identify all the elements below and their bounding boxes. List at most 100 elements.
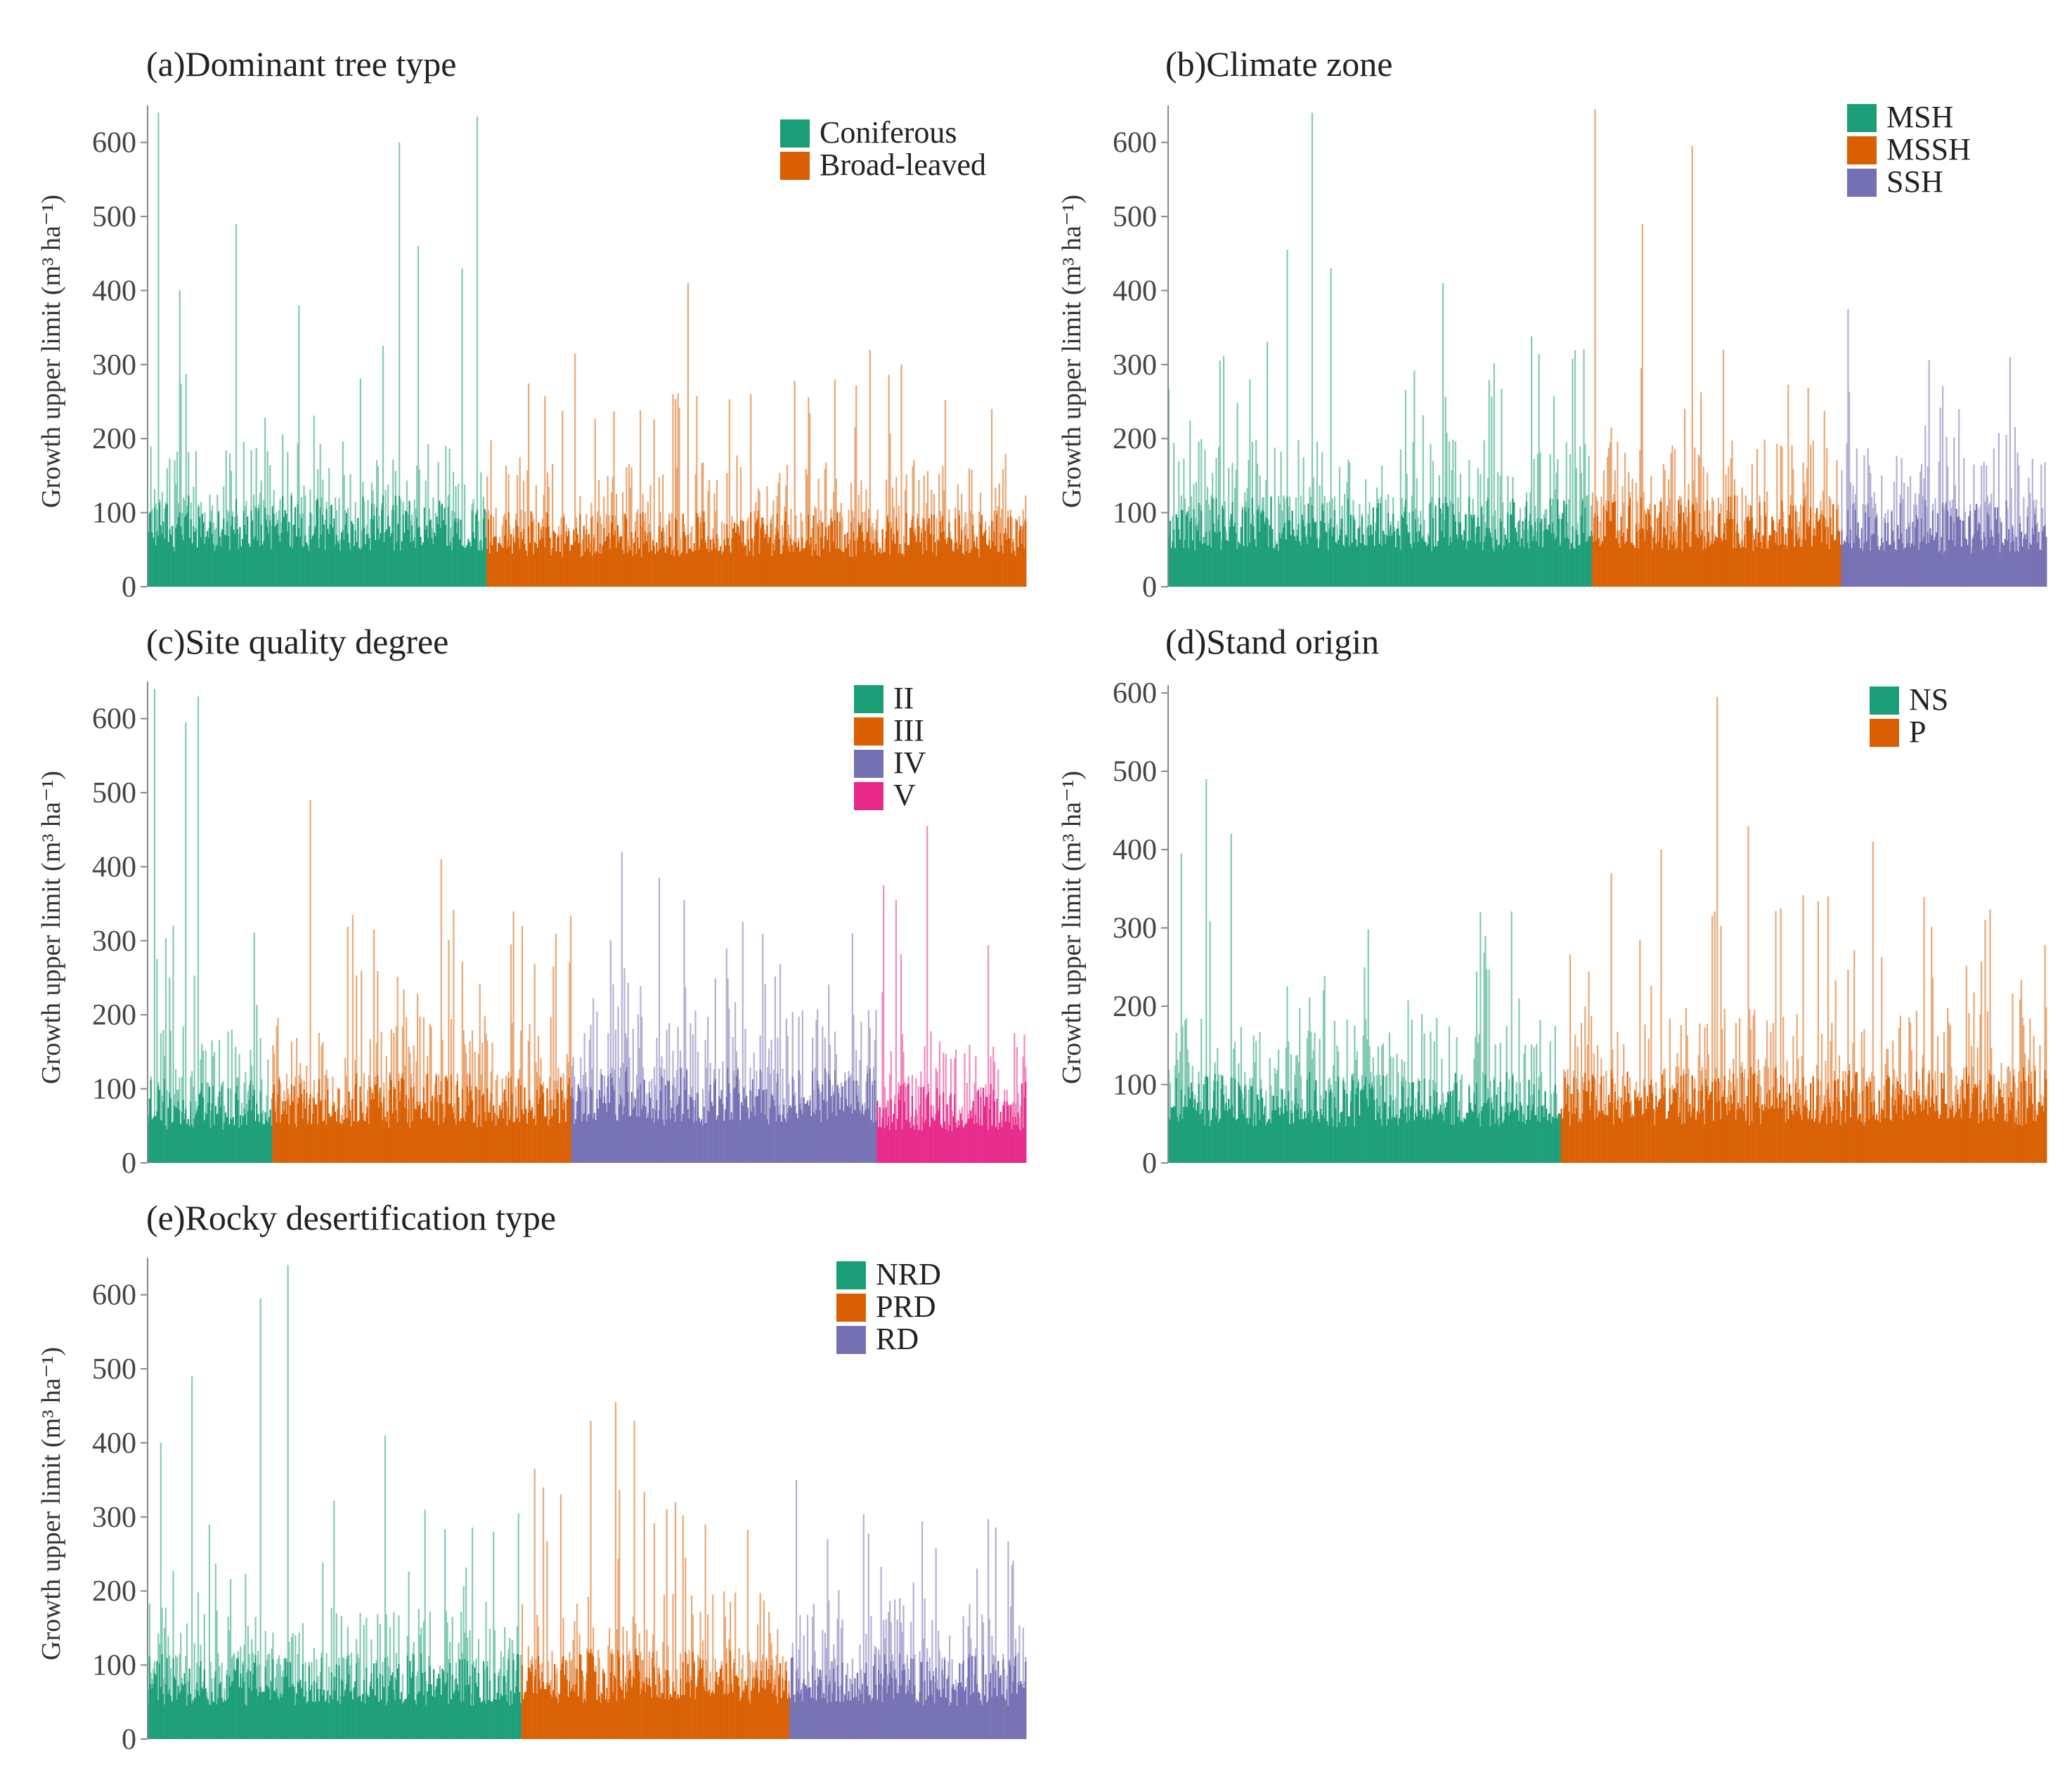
bar — [638, 1117, 640, 1163]
bar — [595, 1120, 597, 1163]
bar — [1856, 535, 1858, 587]
bar — [313, 533, 315, 587]
bar — [607, 535, 609, 587]
bar — [1194, 1099, 1196, 1163]
bar — [1541, 547, 1544, 587]
bar-upper — [1670, 453, 1672, 587]
bar — [1731, 519, 1733, 587]
bar — [224, 1122, 226, 1163]
bar — [1402, 1086, 1404, 1163]
bar — [1346, 536, 1348, 587]
bar — [1285, 539, 1287, 587]
bar — [293, 1086, 295, 1163]
bar — [1307, 503, 1309, 587]
bar — [256, 1103, 258, 1163]
bar — [505, 519, 507, 587]
bar — [510, 1076, 512, 1163]
y-tick-label: 300 — [1113, 349, 1157, 382]
bar — [538, 1098, 540, 1163]
bar — [902, 553, 904, 587]
bar-upper — [964, 1053, 966, 1163]
bar — [1209, 1126, 1211, 1163]
bar — [583, 1112, 585, 1163]
bar — [980, 1097, 982, 1163]
bar — [642, 512, 644, 587]
bar — [1865, 541, 1868, 587]
bar — [1188, 548, 1190, 587]
bar — [878, 1126, 880, 1163]
bar — [691, 1097, 693, 1163]
bar — [1609, 521, 1611, 587]
y-tick-label: 500 — [1113, 201, 1157, 233]
bar — [895, 1130, 897, 1163]
bar — [658, 526, 660, 587]
bar-upper — [1004, 453, 1006, 587]
bar — [956, 542, 958, 587]
bar — [993, 531, 995, 587]
bar — [1178, 1121, 1180, 1163]
bar-upper — [1901, 457, 1903, 587]
bar — [1920, 518, 1923, 587]
bar — [2040, 549, 2042, 587]
bar-upper — [889, 433, 891, 587]
bar — [1591, 535, 1594, 587]
bar — [1673, 540, 1676, 587]
bar — [1364, 1085, 1366, 1163]
bar-upper — [1533, 459, 1535, 587]
bar — [1523, 547, 1525, 587]
bar — [997, 1128, 999, 1163]
bar — [736, 523, 738, 587]
bar — [1333, 1097, 1335, 1163]
bar — [1004, 528, 1006, 587]
bar — [1533, 1084, 1535, 1163]
bar-upper — [973, 1083, 976, 1163]
bar — [442, 520, 444, 587]
bar — [552, 531, 555, 587]
bar — [1349, 546, 1351, 587]
bar — [702, 511, 704, 587]
bar-upper — [1918, 493, 1920, 587]
bar — [1330, 519, 1332, 587]
bar-upper — [683, 899, 685, 1163]
bar — [662, 1119, 664, 1163]
bar — [375, 1084, 377, 1163]
bar — [491, 1121, 493, 1163]
bar — [322, 1121, 324, 1163]
bar — [1431, 1119, 1433, 1163]
bar-upper — [808, 397, 810, 587]
bar — [1514, 528, 1517, 587]
bar — [1926, 544, 1928, 587]
bar — [427, 538, 429, 587]
bar — [1767, 548, 1770, 587]
bar — [1470, 1109, 1473, 1163]
bar-upper — [1954, 485, 1956, 587]
bar — [279, 542, 281, 587]
bar — [835, 549, 837, 587]
bar-upper — [1278, 495, 1280, 587]
bar — [811, 557, 813, 587]
bar — [588, 1114, 590, 1163]
bar — [380, 533, 382, 587]
bar — [999, 1112, 1002, 1163]
bar-upper — [728, 399, 730, 587]
bar — [1404, 1107, 1407, 1163]
bar — [1812, 535, 1814, 587]
bar — [1536, 1121, 1539, 1163]
bar — [1409, 532, 1411, 587]
bar — [311, 539, 313, 587]
bar-upper — [1489, 1081, 1491, 1163]
bar — [879, 1107, 881, 1163]
bar — [682, 514, 684, 587]
bar — [1733, 495, 1736, 587]
bar — [1300, 1107, 1302, 1163]
bar — [1660, 501, 1662, 587]
bar — [849, 1107, 851, 1163]
bar — [1294, 1105, 1296, 1163]
legend-swatch — [854, 750, 883, 778]
bar — [1367, 1107, 1369, 1163]
bar — [916, 1124, 919, 1163]
bar — [201, 1083, 203, 1163]
bar — [604, 1103, 607, 1163]
bar — [183, 540, 185, 587]
bar — [673, 1113, 675, 1163]
